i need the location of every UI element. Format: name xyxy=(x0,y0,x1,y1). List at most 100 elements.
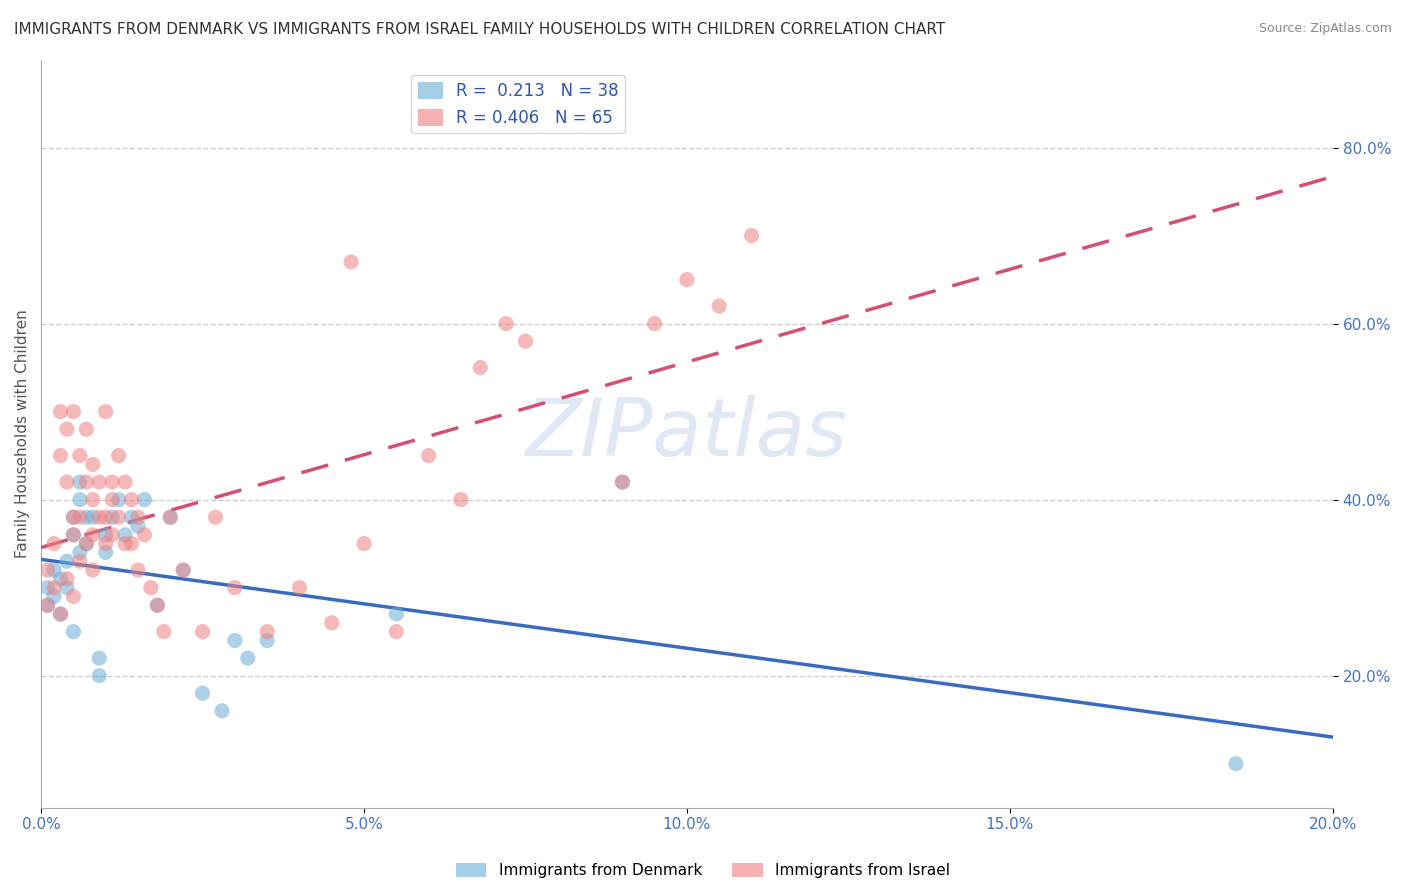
Point xyxy=(101,528,124,542)
Point xyxy=(121,510,143,524)
Point xyxy=(94,510,117,524)
Point xyxy=(37,563,59,577)
Point xyxy=(75,422,97,436)
Y-axis label: Family Households with Children: Family Households with Children xyxy=(15,310,30,558)
Point xyxy=(56,572,79,586)
Point xyxy=(82,528,104,542)
Point xyxy=(172,563,194,577)
Point xyxy=(56,475,79,489)
Point xyxy=(56,554,79,568)
Point xyxy=(1225,756,1247,771)
Point xyxy=(236,651,259,665)
Point xyxy=(75,510,97,524)
Point xyxy=(107,510,129,524)
Point xyxy=(224,633,246,648)
Point xyxy=(159,510,181,524)
Point xyxy=(134,492,156,507)
Point xyxy=(49,572,72,586)
Point xyxy=(114,528,136,542)
Point xyxy=(82,458,104,472)
Point xyxy=(75,475,97,489)
Point xyxy=(644,317,666,331)
Text: ZIPatlas: ZIPatlas xyxy=(526,394,848,473)
Text: Source: ZipAtlas.com: Source: ZipAtlas.com xyxy=(1258,22,1392,36)
Point xyxy=(56,422,79,436)
Point xyxy=(89,668,111,682)
Point xyxy=(159,510,181,524)
Point xyxy=(37,599,59,613)
Point xyxy=(418,449,440,463)
Point xyxy=(676,272,699,286)
Point xyxy=(62,510,84,524)
Text: IMMIGRANTS FROM DENMARK VS IMMIGRANTS FROM ISRAEL FAMILY HOUSEHOLDS WITH CHILDRE: IMMIGRANTS FROM DENMARK VS IMMIGRANTS FR… xyxy=(14,22,945,37)
Point xyxy=(127,510,149,524)
Point xyxy=(107,449,129,463)
Point xyxy=(191,624,214,639)
Point xyxy=(191,686,214,700)
Point xyxy=(256,624,278,639)
Point xyxy=(42,563,65,577)
Point xyxy=(612,475,634,489)
Point xyxy=(42,581,65,595)
Point xyxy=(62,404,84,418)
Point xyxy=(114,475,136,489)
Point xyxy=(82,510,104,524)
Point xyxy=(385,624,408,639)
Point xyxy=(211,704,233,718)
Point xyxy=(82,492,104,507)
Point xyxy=(495,317,517,331)
Point xyxy=(62,528,84,542)
Point xyxy=(101,510,124,524)
Point xyxy=(94,528,117,542)
Point xyxy=(62,528,84,542)
Point xyxy=(101,475,124,489)
Point xyxy=(89,475,111,489)
Point xyxy=(69,510,91,524)
Point xyxy=(42,590,65,604)
Point xyxy=(114,536,136,550)
Point xyxy=(146,599,169,613)
Point xyxy=(56,581,79,595)
Point xyxy=(385,607,408,621)
Point xyxy=(288,581,311,595)
Point xyxy=(204,510,226,524)
Point xyxy=(62,590,84,604)
Point xyxy=(94,536,117,550)
Point xyxy=(49,607,72,621)
Point xyxy=(89,510,111,524)
Point xyxy=(69,554,91,568)
Point xyxy=(69,545,91,559)
Point xyxy=(134,528,156,542)
Point xyxy=(94,545,117,559)
Point xyxy=(450,492,472,507)
Point xyxy=(139,581,162,595)
Point xyxy=(172,563,194,577)
Point xyxy=(89,651,111,665)
Point xyxy=(612,475,634,489)
Point xyxy=(340,255,363,269)
Legend: R =  0.213   N = 38, R = 0.406   N = 65: R = 0.213 N = 38, R = 0.406 N = 65 xyxy=(411,76,626,134)
Point xyxy=(69,449,91,463)
Point xyxy=(353,536,375,550)
Point xyxy=(75,536,97,550)
Point xyxy=(49,449,72,463)
Point xyxy=(101,492,124,507)
Point xyxy=(62,624,84,639)
Point xyxy=(62,510,84,524)
Point xyxy=(94,404,117,418)
Point xyxy=(321,615,343,630)
Point xyxy=(69,475,91,489)
Point xyxy=(224,581,246,595)
Point xyxy=(515,334,537,349)
Point xyxy=(741,228,763,243)
Legend: Immigrants from Denmark, Immigrants from Israel: Immigrants from Denmark, Immigrants from… xyxy=(450,857,956,884)
Point xyxy=(121,492,143,507)
Point xyxy=(82,563,104,577)
Point xyxy=(42,536,65,550)
Point xyxy=(256,633,278,648)
Point xyxy=(127,519,149,533)
Point xyxy=(37,599,59,613)
Point xyxy=(470,360,492,375)
Point xyxy=(146,599,169,613)
Point xyxy=(107,492,129,507)
